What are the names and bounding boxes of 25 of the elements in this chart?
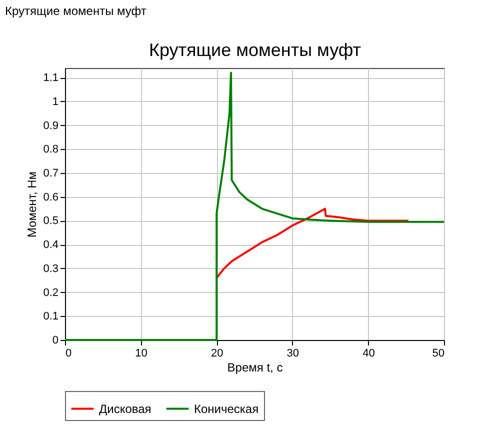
y-tick-label: 0.7 [43,167,58,180]
y-tick-label: 1 [52,96,58,108]
y-axis-title: Момент, Нм [25,171,40,238]
x-tick-label: 20 [210,348,224,360]
text: Крутящие моменты муфт [5,4,147,18]
y-tick-label: 0.2 [43,286,58,299]
x-tick-label: 40 [362,348,375,360]
y-tick-label: 0.5 [43,215,58,228]
y-tick-label: 0.3 [43,262,58,275]
y-tick-label: 0 [52,334,58,346]
y-tick-label: 0.6 [43,191,58,204]
y-tick-label: 0.9 [43,120,58,132]
line-series [216,208,410,279]
x-tick-label: 30 [286,348,300,360]
x-axis-title: Время t, с [227,360,283,374]
x-tick-label: 0 [66,348,72,360]
y-tick-label: 0.4 [43,239,58,252]
y-tick-label: 0.8 [43,144,58,156]
chart-title: Крутящие моменты муфт [148,40,362,60]
y-tick-label: 0.1 [43,310,58,323]
y-tick-label: 1.1 [43,72,58,84]
x-tick-label: 50 [432,348,444,360]
x-tick-label: 10 [135,348,148,360]
legend-label: Коническая [194,402,259,416]
legend-label: Дисковая [99,402,152,416]
